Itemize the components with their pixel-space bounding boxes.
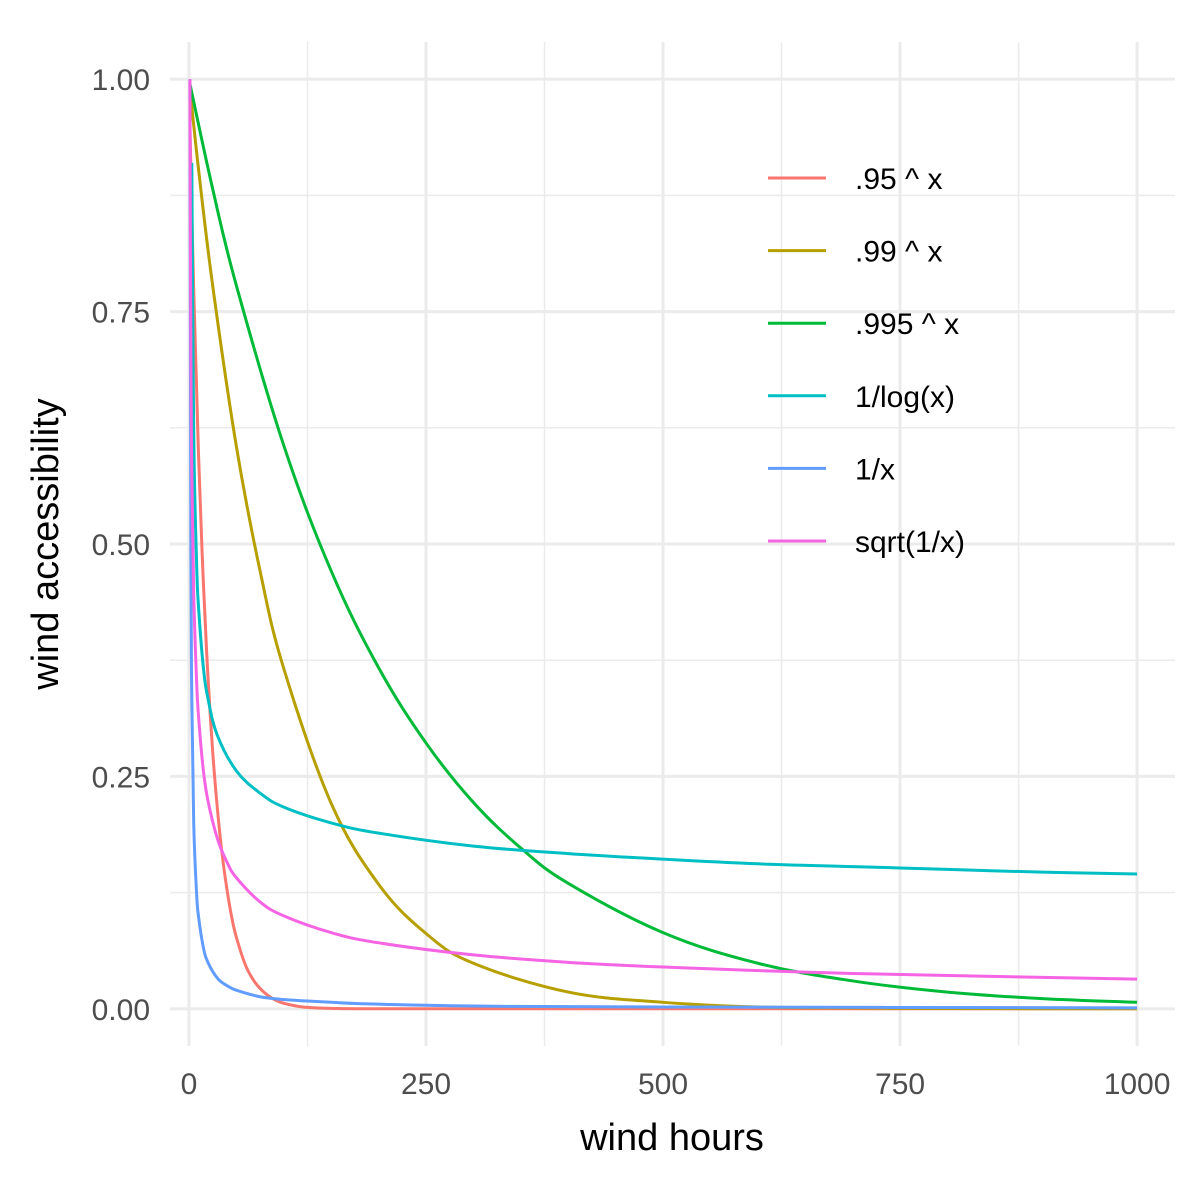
legend-label: 1/x xyxy=(855,453,895,486)
series-line-1 xyxy=(188,125,1138,1011)
legend-label: 1/log(x) xyxy=(855,381,955,414)
series-lines xyxy=(188,79,1138,1011)
y-tick-label: 1.00 xyxy=(92,64,150,97)
x-tick-label: 0 xyxy=(181,1068,198,1101)
series-line-5 xyxy=(188,79,1138,1010)
legend: .95 ^ x .99 ^ x .995 ^ x 1/log(x) 1/x sqrt(1/… xyxy=(768,163,965,559)
x-axis-tick-labels: 0 250 500 750 1000 xyxy=(181,1068,1171,1101)
x-axis-title: wind hours xyxy=(579,1117,764,1159)
x-tick-label: 500 xyxy=(638,1068,688,1101)
x-tick-label: 250 xyxy=(401,1068,451,1101)
x-tick-label: 1000 xyxy=(1104,1068,1171,1101)
legend-label: sqrt(1/x) xyxy=(855,526,965,559)
y-axis-title: wind accessibility xyxy=(25,398,67,690)
legend-label: .95 ^ x xyxy=(855,163,942,196)
y-axis-tick-labels: 0.00 0.25 0.50 0.75 1.00 xyxy=(92,64,150,1027)
series-line-6 xyxy=(188,79,1138,981)
series-line-4 xyxy=(190,162,1138,876)
y-tick-label: 0.50 xyxy=(92,529,150,562)
legend-label: .995 ^ x xyxy=(855,308,959,341)
y-tick-label: 0.25 xyxy=(92,761,150,794)
legend-label: .99 ^ x xyxy=(855,236,942,269)
y-tick-label: 0.00 xyxy=(92,994,150,1027)
series-line-3 xyxy=(188,83,1138,1004)
x-tick-label: 750 xyxy=(875,1068,925,1101)
y-tick-label: 0.75 xyxy=(92,297,150,330)
